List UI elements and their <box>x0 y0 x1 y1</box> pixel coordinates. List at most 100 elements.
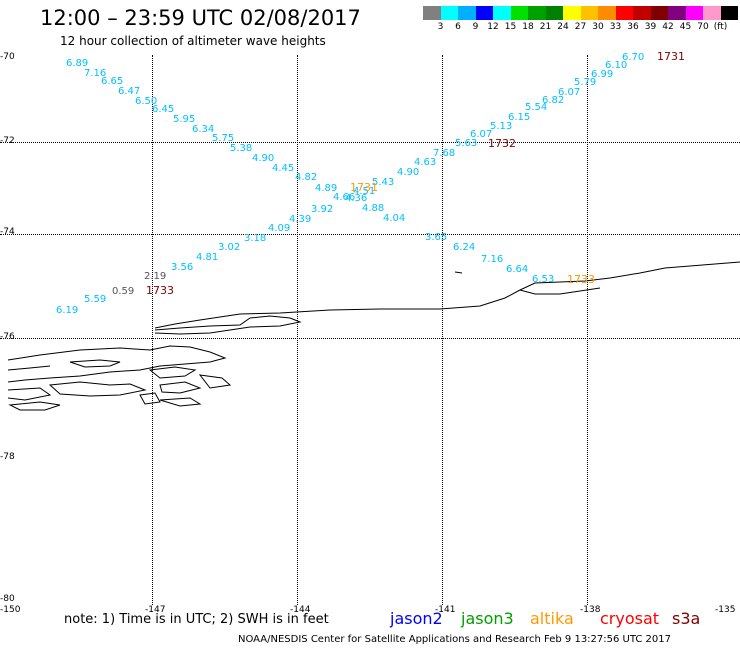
wave-height-value: 6.65 <box>101 76 124 87</box>
lat-gridline <box>0 142 740 143</box>
legend-label: 3 <box>437 22 444 32</box>
wave-height-value: 5.79 <box>574 77 597 88</box>
legend-label: 6 <box>455 22 461 32</box>
map-subtitle: 12 hour collection of altimeter wave hei… <box>60 34 326 48</box>
lat-gridline <box>0 338 740 339</box>
lat-label: -70 <box>0 52 15 62</box>
legend-label: 45 <box>679 22 692 32</box>
wave-height-value: 4.89 <box>315 183 338 194</box>
legend-label: 33 <box>609 22 622 32</box>
lat-label: -76 <box>0 332 15 342</box>
legend-swatch <box>545 6 563 20</box>
wave-height-value: 6.82 <box>542 95 565 106</box>
pass-time-label: 1732 <box>488 137 516 150</box>
wave-height-value: 4.88 <box>362 203 385 214</box>
legend-label: 18 <box>522 22 534 32</box>
lon-gridline <box>587 55 588 605</box>
lon-gridline <box>152 55 153 605</box>
legend-swatch <box>615 6 633 20</box>
legend-swatch <box>685 6 703 20</box>
lat-label: -74 <box>0 227 15 237</box>
wave-height-value: 6.70 <box>622 52 645 63</box>
legend-label: 39 <box>644 22 657 32</box>
lon-label: -147 <box>145 605 166 615</box>
wave-height-value: 0.59 <box>112 286 135 297</box>
lat-label: -78 <box>0 452 15 462</box>
wave-height-value: 3.92 <box>311 204 334 215</box>
wave-height-value: 6.07 <box>470 129 493 140</box>
lon-gridline <box>442 55 443 605</box>
pass-time-label: 1731 <box>657 50 685 63</box>
wave-height-value: 5.95 <box>173 114 196 125</box>
legend-swatch <box>633 6 651 20</box>
wave-height-value: 6.47 <box>118 86 141 97</box>
legend-label: 42 <box>662 22 674 32</box>
wave-height-value: 4.39 <box>289 214 312 225</box>
legend-swatch <box>510 6 528 20</box>
wave-height-value: 3.65 <box>425 232 448 243</box>
lat-label: -72 <box>0 136 15 146</box>
legend-swatch <box>720 6 738 20</box>
wave-height-value: 6.24 <box>453 242 476 253</box>
pass-time-label: 1733 <box>567 273 595 286</box>
wave-height-value: 5.38 <box>230 143 253 154</box>
satellite-jason3: jason3 <box>461 609 514 628</box>
wave-height-value: 3.18 <box>244 233 267 244</box>
wave-height-value: 4.90 <box>252 153 275 164</box>
legend-label: 36 <box>627 22 639 32</box>
lon-label: -144 <box>290 605 311 615</box>
wave-height-value: 6.53 <box>532 274 555 285</box>
legend-swatch <box>440 6 458 20</box>
wave-height-value: 6.89 <box>66 58 89 69</box>
legend-swatch <box>475 6 493 20</box>
wave-height-value: 4.04 <box>383 213 406 224</box>
lon-label: -150 <box>0 605 21 615</box>
wave-height-value: 5.13 <box>490 121 513 132</box>
wave-height-value: 7.68 <box>433 148 456 159</box>
wave-height-value: 2.19 <box>144 271 167 282</box>
wave-height-value: 3.02 <box>218 242 241 253</box>
legend-label: 12 <box>487 22 499 32</box>
legend-swatch <box>528 6 546 20</box>
wave-height-value: 7.16 <box>481 254 504 265</box>
wave-height-value: 6.34 <box>192 124 215 135</box>
satellite-jason2: jason2 <box>390 609 443 628</box>
map-title: 12:00 – 23:59 UTC 02/08/2017 <box>40 6 361 30</box>
satellite-cryosat: cryosat <box>600 609 660 628</box>
wave-height-value: 4.45 <box>272 163 295 174</box>
credit-footer: NOAA/NESDIS Center for Satellite Applica… <box>238 634 671 645</box>
footnote: note: 1) Time is in UTC; 2) SWH is in fe… <box>64 612 329 627</box>
legend-label: (ft) <box>713 22 728 32</box>
legend-swatch <box>563 6 581 20</box>
lat-label: -80 <box>0 594 15 604</box>
wave-height-value: 5.43 <box>372 177 395 188</box>
wave-height-value: 4.63 <box>414 157 437 168</box>
legend-swatch <box>703 6 721 20</box>
wave-height-value: 4.51 <box>353 186 376 197</box>
wave-height-value: 4.81 <box>196 252 219 263</box>
satellite-altika: altika <box>530 609 574 628</box>
legend-swatch <box>458 6 476 20</box>
wave-height-value: 6.64 <box>506 264 529 275</box>
pass-time-label: 1733 <box>146 284 174 297</box>
wave-height-value: 4.09 <box>268 223 291 234</box>
legend-swatch <box>668 6 686 20</box>
wave-height-value: 6.15 <box>508 112 531 123</box>
wave-height-value: 5.75 <box>212 133 235 144</box>
legend-label: 9 <box>472 22 479 32</box>
wave-height-value: 6.10 <box>605 60 628 71</box>
legend-label: 27 <box>574 22 587 32</box>
lon-label: -138 <box>580 605 601 615</box>
wave-height-value: 4.82 <box>295 172 318 183</box>
satellite-s3a: s3a <box>672 609 701 628</box>
wave-height-value: 4.66 <box>333 192 356 203</box>
wave-height-value: 6.50 <box>135 96 158 107</box>
wave-height-value: 5.54 <box>525 102 548 113</box>
legend-label: 70 <box>697 22 709 32</box>
wave-height-value: 6.19 <box>56 305 79 316</box>
lat-gridline <box>0 234 740 235</box>
legend-label: 15 <box>504 22 517 32</box>
legend-label: 21 <box>539 22 552 32</box>
